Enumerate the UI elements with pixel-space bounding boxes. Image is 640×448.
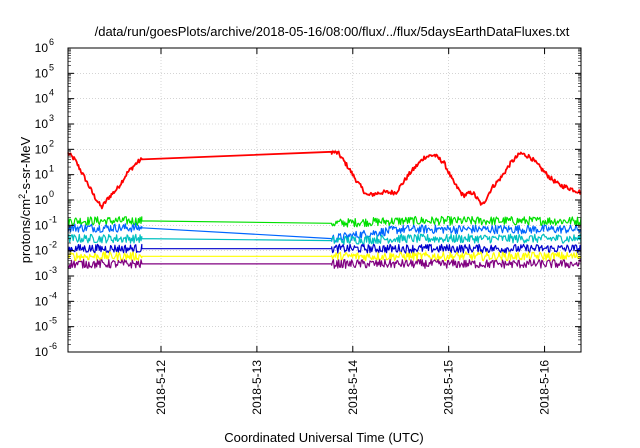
y-tick-label: 10 [35, 269, 49, 283]
y-tick-label: 10 [35, 117, 49, 131]
y-tick-label: 10 [35, 66, 49, 80]
y-tick-label: 10 [35, 193, 49, 207]
y-tick-label: 10 [35, 218, 49, 232]
x-tick-label: 2018-5-12 [154, 360, 168, 415]
y-tick-label: 10 [35, 320, 49, 334]
series-line [67, 222, 582, 243]
plot-frame [67, 47, 582, 353]
y-tick-exponent: -2 [49, 240, 57, 250]
y-tick-label: 10 [35, 92, 49, 106]
y-tick-exponent: 3 [49, 113, 54, 123]
x-tick-label: 2018-5-16 [538, 360, 552, 415]
y-tick-exponent: -5 [49, 316, 57, 326]
y-tick-exponent: 2 [49, 138, 54, 148]
y-tick-exponent: 6 [49, 37, 54, 47]
y-tick-exponent: 4 [49, 88, 54, 98]
y-tick-exponent: 5 [49, 62, 54, 72]
series-line [67, 251, 582, 262]
x-tick-label: 2018-5-14 [346, 360, 360, 415]
y-tick-label: 10 [35, 294, 49, 308]
series-line [67, 243, 582, 254]
y-axis-ticks: 10 -610 -510 -410 -310 -210 -110 010 110 210 310 41… [35, 37, 581, 359]
y-tick-label: 10 [35, 142, 49, 156]
grid [68, 48, 581, 352]
series-line [67, 233, 582, 245]
series-line [67, 215, 582, 228]
x-tick-label: 2018-5-13 [250, 360, 264, 415]
y-tick-label: 10 [35, 244, 49, 258]
x-axis-ticks: 2018-5-12 2018-5-13 2018-5-14 2018-5-15 2018… [154, 48, 552, 415]
y-tick-label: 10 [35, 345, 49, 359]
series-line [67, 258, 582, 269]
y-axis-label: protons/cm2-s-sr-MeV [17, 136, 33, 263]
y-tick-exponent: -3 [49, 265, 57, 275]
y-tick-exponent: 1 [49, 164, 54, 174]
chart-title: /data/run/goesPlots/archive/2018-05-16/0… [95, 24, 570, 39]
x-tick-label: 2018-5-15 [442, 360, 456, 415]
series-lines [67, 150, 582, 269]
y-tick-exponent: -4 [49, 290, 57, 300]
y-tick-exponent: -1 [49, 214, 57, 224]
x-axis-label: Coordinated Universal Time (UTC) [224, 430, 423, 445]
y-tick-exponent: 0 [49, 189, 54, 199]
y-tick-exponent: -6 [49, 341, 57, 351]
series-line [67, 150, 582, 210]
y-tick-label: 10 [35, 168, 49, 182]
y-tick-label: 10 [35, 41, 49, 55]
